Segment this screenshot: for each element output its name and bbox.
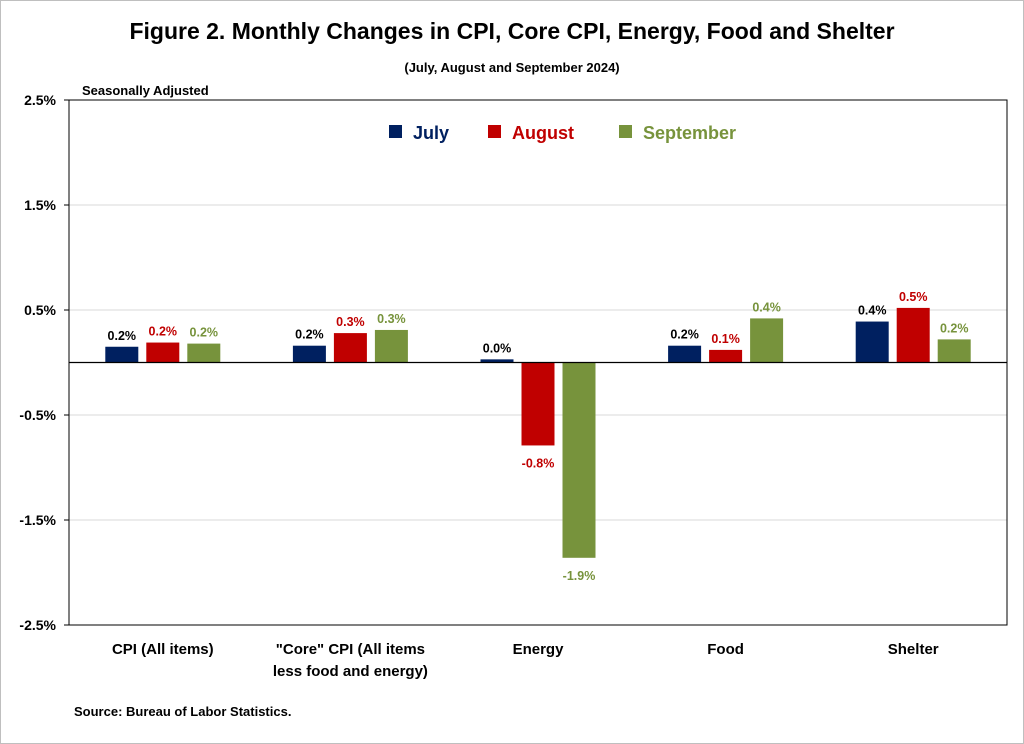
bar-september [562,362,596,558]
bar-july [668,345,702,363]
data-label: 0.4% [858,304,887,318]
bar-july [480,359,514,363]
chart-source: Source: Bureau of Labor Statistics. [74,704,292,719]
x-tick-label: "Core" CPI (All items [276,641,425,658]
y-tick-label: 0.5% [24,302,56,318]
chart-title: Figure 2. Monthly Changes in CPI, Core C… [129,18,895,44]
chart-subtitle: (July, August and September 2024) [404,60,620,75]
bar-july [105,346,139,363]
y-tick-label: -2.5% [19,617,56,633]
data-label: 0.5% [899,290,928,304]
bar-august [896,307,930,363]
data-label: 0.2% [295,328,324,342]
x-tick-label: Food [707,641,744,658]
bar-september [187,343,221,363]
bar-july [855,321,889,363]
bar-july [292,345,326,363]
data-label: 0.2% [940,321,969,335]
data-label: 0.3% [377,312,406,326]
data-label: -1.9% [563,569,596,583]
bar-august [709,349,743,363]
data-label: 0.4% [752,300,781,314]
data-label: 0.0% [483,341,512,355]
data-label: 0.2% [190,326,219,340]
legend-label-september: September [643,123,736,143]
chart-note: Seasonally Adjusted [82,83,209,98]
y-tick-label: -1.5% [19,512,56,528]
y-tick-label: 1.5% [24,197,56,213]
data-label: 0.2% [108,329,137,343]
y-tick-label: 2.5% [24,92,56,108]
bar-august [333,333,367,363]
legend-swatch-september [619,125,632,138]
bar-september [750,318,784,363]
bar-august [521,362,555,446]
legend-swatch-july [389,125,402,138]
data-label: 0.2% [670,328,699,342]
data-label: -0.8% [522,456,555,470]
x-tick-label: less food and energy) [273,663,428,680]
bar-september [937,339,971,363]
x-tick-label: Shelter [888,641,939,658]
bar-september [374,329,408,363]
legend-swatch-august [488,125,501,138]
data-label: 0.2% [149,325,178,339]
x-tick-label: Energy [513,641,565,658]
x-tick-label: CPI (All items) [112,641,214,658]
data-label: 0.3% [336,315,365,329]
legend-label-august: August [512,123,574,143]
bar-august [146,342,180,363]
legend-label-july: July [413,123,449,143]
data-label: 0.1% [711,332,740,346]
y-tick-label: -0.5% [19,407,56,423]
